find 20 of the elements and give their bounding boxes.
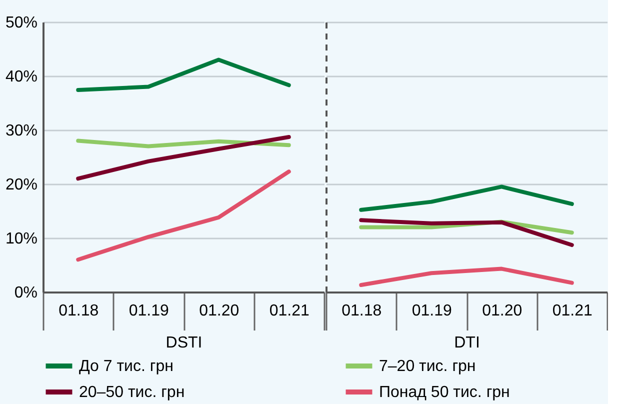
x-tick-label: 01.19 [412,302,452,320]
x-tick-label: 01.21 [552,302,592,320]
y-tick-label: 0% [14,284,38,302]
y-tick-label: 40% [5,68,38,86]
x-tick-label: 01.19 [128,302,169,320]
x-tick-label: 01.20 [199,302,240,320]
legend-label: 20–50 тис. грн [79,384,185,401]
y-tick-label: 30% [5,122,38,140]
legend-label: 7–20 тис. грн [379,358,476,375]
y-tick-label: 10% [5,230,38,248]
y-tick-label: 20% [5,176,38,194]
legend-label: Понад 50 тис. грн [379,384,510,401]
x-axis-title: DTI [454,334,480,352]
x-tick-label: 01.18 [58,302,99,320]
y-tick-label: 50% [5,14,38,32]
x-axis-title: DSTI [166,334,202,352]
x-tick-label: 01.18 [342,302,382,320]
legend-label: До 7 тис. грн [79,358,174,375]
x-tick-label: 01.21 [269,302,310,320]
x-tick-label: 01.20 [482,302,522,320]
